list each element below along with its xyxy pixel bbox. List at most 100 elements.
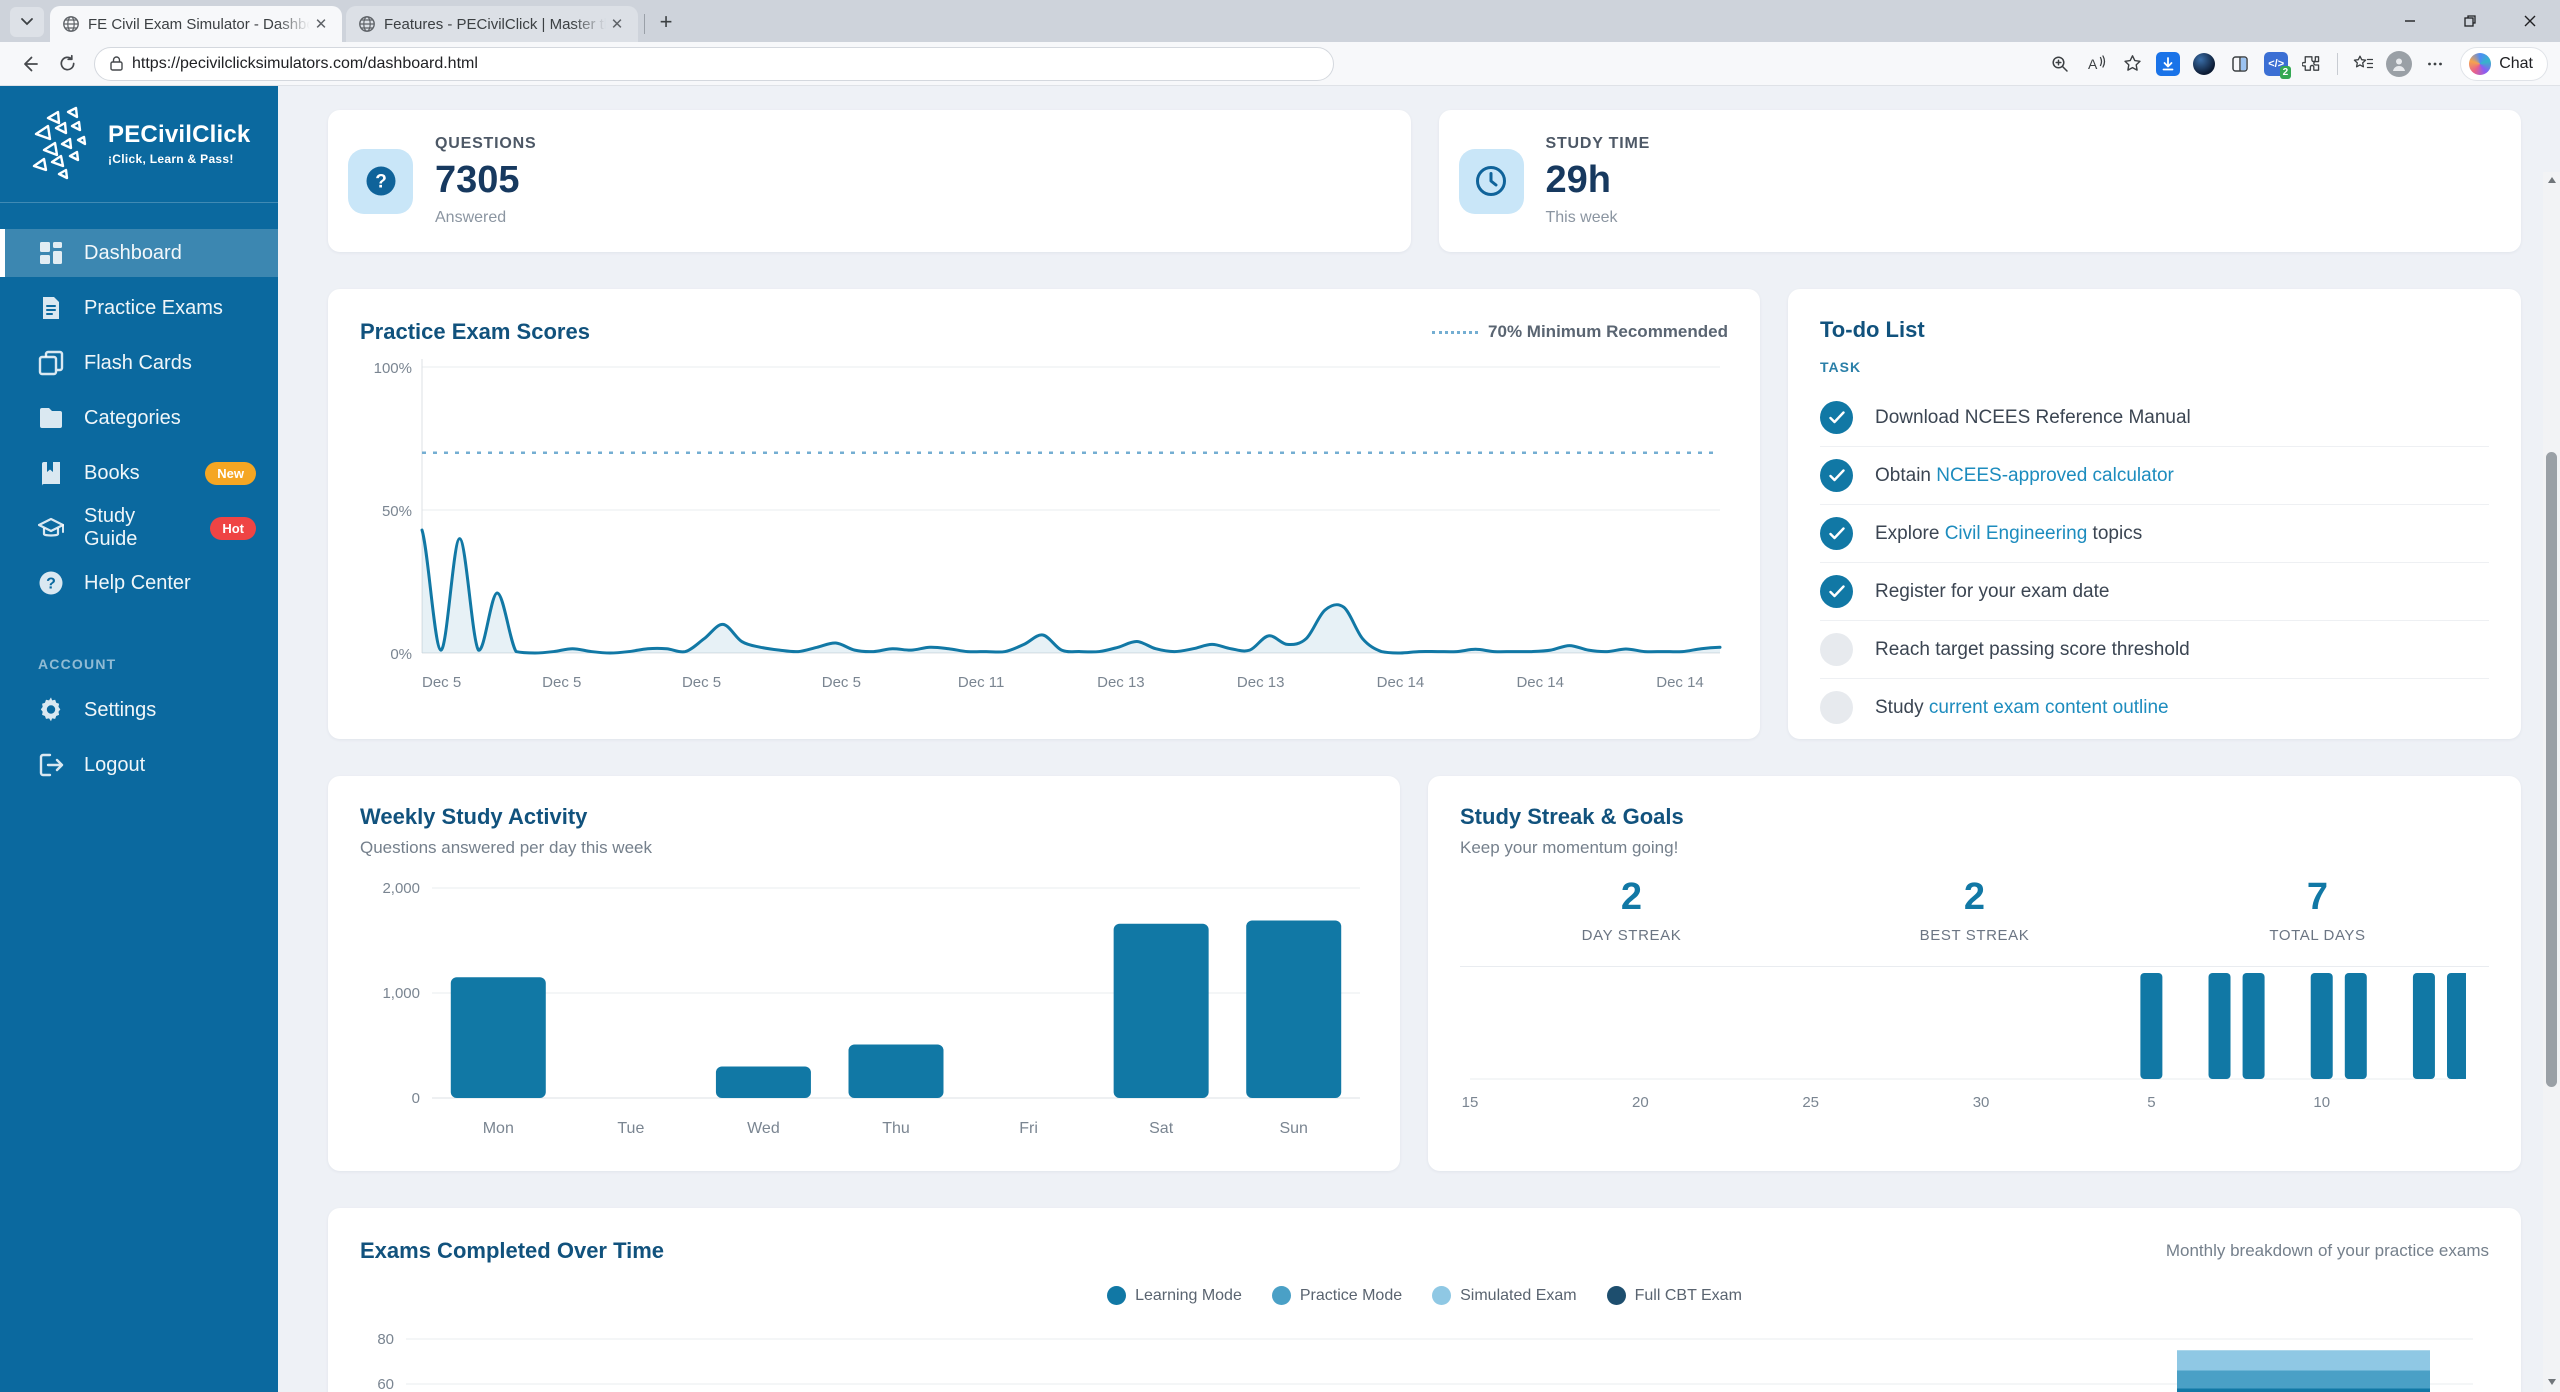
total-days-stat: 7 TOTAL DAYS xyxy=(2146,876,2489,944)
todo-item-text: Study current exam content outline xyxy=(1875,697,2169,719)
charts-row-2: Weekly Study Activity Questions answered… xyxy=(328,776,2521,1171)
todo-link[interactable]: Civil Engineering xyxy=(1944,522,2088,544)
chevron-down-icon xyxy=(21,18,33,26)
todo-rows: Download NCEES Reference Manual Obtain NC… xyxy=(1820,389,2489,736)
read-aloud-icon[interactable]: A xyxy=(2079,47,2113,81)
todo-item[interactable]: Register for your exam date xyxy=(1820,562,2489,620)
svg-text:Dec 5: Dec 5 xyxy=(682,674,721,691)
dev-extension-icon[interactable]: </> 2 xyxy=(2259,47,2293,81)
todo-text-segment: Study xyxy=(1875,696,1929,718)
svg-text:10: 10 xyxy=(2313,1094,2330,1111)
window-controls xyxy=(2380,0,2560,42)
back-button[interactable] xyxy=(12,47,46,81)
sidebar-item-study-guide[interactable]: Study Guide Hot xyxy=(0,504,278,552)
day-streak-label: DAY STREAK xyxy=(1581,927,1682,944)
practice-exam-scores-card: Practice Exam Scores 70% Minimum Recomme… xyxy=(328,289,1760,739)
stat-value: 7305 xyxy=(435,159,520,201)
svg-text:30: 30 xyxy=(1973,1094,1990,1111)
copilot-chat-button[interactable]: Chat xyxy=(2460,46,2548,81)
svg-text:15: 15 xyxy=(1462,1094,1479,1111)
todo-item-text: Obtain NCEES-approved calculator xyxy=(1875,465,2174,487)
main-content: ? QUESTIONS 7305 Answered STUDY TIME 29h xyxy=(278,86,2560,1392)
sidebar-item-categories[interactable]: Categories xyxy=(0,394,278,442)
svg-text:Dec 14: Dec 14 xyxy=(1516,674,1564,691)
todo-item[interactable]: Obtain NCEES-approved calculator xyxy=(1820,446,2489,504)
tab-features[interactable]: Features - PECivilClick | Master the ✕ xyxy=(346,6,638,42)
practice-scores-title: Practice Exam Scores xyxy=(360,319,590,344)
grad-cap-icon xyxy=(38,517,64,537)
checked-circle-icon[interactable] xyxy=(1820,459,1853,492)
todo-item[interactable]: Download NCEES Reference Manual xyxy=(1820,389,2489,446)
zoom-in-icon[interactable] xyxy=(2043,47,2077,81)
total-days-label: TOTAL DAYS xyxy=(2269,927,2366,944)
restore-button[interactable] xyxy=(2440,0,2500,42)
sidebar-badge-new: New xyxy=(205,461,256,485)
profile-avatar[interactable] xyxy=(2382,47,2416,81)
scroll-down-icon[interactable] xyxy=(2547,1374,2557,1390)
address-bar[interactable]: https://pecivilclicksimulators.com/dashb… xyxy=(94,46,1334,81)
svg-text:Sun: Sun xyxy=(1279,1120,1307,1137)
sidebar-item-help-center[interactable]: ? Help Center xyxy=(0,559,278,607)
day-streak-value: 2 xyxy=(1620,876,1643,918)
logout-icon xyxy=(39,753,64,777)
tab-dashboard[interactable]: FE Civil Exam Simulator - Dashboar ✕ xyxy=(50,6,342,42)
clock-icon xyxy=(1458,148,1524,214)
legend-item-practice-mode[interactable]: Practice Mode xyxy=(1271,1286,1402,1305)
checked-circle-icon[interactable] xyxy=(1820,575,1853,608)
stat-value: 29h xyxy=(1545,159,1611,201)
refresh-button[interactable] xyxy=(50,47,84,81)
account-section-label: ACCOUNT xyxy=(38,656,117,672)
legend-item-full-cbt-exam[interactable]: Full CBT Exam xyxy=(1606,1286,1742,1305)
charts-row-3: Exams Completed Over Time Monthly breakd… xyxy=(328,1208,2521,1392)
todo-link[interactable]: NCEES-approved calculator xyxy=(1936,464,2174,486)
sidebar-item-books[interactable]: Books New xyxy=(0,449,278,497)
brand-block[interactable]: PECivilClick ¡Click, Learn & Pass! xyxy=(0,86,278,203)
scrollbar-thumb[interactable] xyxy=(2546,452,2557,1087)
total-days-value: 7 xyxy=(2306,876,2329,918)
tab-close-icon[interactable]: ✕ xyxy=(314,16,328,33)
more-menu-icon[interactable] xyxy=(2418,47,2452,81)
stat-label: QUESTIONS xyxy=(435,135,537,152)
split-screen-icon[interactable] xyxy=(2223,47,2257,81)
sidebar-item-logout[interactable]: Logout xyxy=(0,741,278,789)
todo-item[interactable]: Study current exam content outline xyxy=(1820,678,2489,736)
svg-text:2,000: 2,000 xyxy=(382,880,420,897)
checked-circle-icon[interactable] xyxy=(1820,517,1853,550)
exams-over-time-chart: 80 60 xyxy=(377,1331,2473,1392)
book-icon xyxy=(42,462,60,486)
todo-link[interactable]: current exam content outline xyxy=(1928,696,2169,718)
sidebar-item-settings[interactable]: Settings xyxy=(0,686,278,734)
tab-search-button[interactable] xyxy=(10,7,44,37)
todo-item[interactable]: Reach target passing score threshold xyxy=(1820,620,2489,678)
document-icon xyxy=(43,297,59,319)
extension-badge: 2 xyxy=(2279,65,2292,79)
scroll-up-icon[interactable] xyxy=(2547,172,2557,188)
new-tab-button[interactable]: + xyxy=(659,9,673,34)
best-streak-stat: 2 BEST STREAK xyxy=(1803,876,2146,944)
legend-item-simulated-exam[interactable]: Simulated Exam xyxy=(1432,1286,1577,1305)
sidebar-item-flash-cards[interactable]: Flash Cards xyxy=(0,339,278,387)
legend-item-learning-mode[interactable]: Learning Mode xyxy=(1107,1286,1242,1305)
stat-card-questions: ? QUESTIONS 7305 Answered xyxy=(328,110,1411,252)
favorites-star-icon[interactable] xyxy=(2115,47,2149,81)
minimize-button[interactable] xyxy=(2380,0,2440,42)
svg-text:Sat: Sat xyxy=(1149,1120,1174,1137)
sidebar-item-label: Study Guide xyxy=(84,505,138,550)
svg-text:Dec 5: Dec 5 xyxy=(542,674,581,691)
close-window-button[interactable] xyxy=(2500,0,2560,42)
downloads-icon[interactable] xyxy=(2151,47,2185,81)
unchecked-circle-icon[interactable] xyxy=(1820,633,1853,666)
collections-icon[interactable] xyxy=(2346,47,2380,81)
tab-close-icon[interactable]: ✕ xyxy=(610,16,624,33)
page-scrollbar[interactable] xyxy=(2543,172,2560,1392)
checked-circle-icon[interactable] xyxy=(1820,401,1853,434)
todo-title: To-do List xyxy=(1820,317,1925,342)
unchecked-circle-icon[interactable] xyxy=(1820,691,1853,724)
threshold-legend: 70% Minimum Recommended xyxy=(1432,322,1728,342)
sidebar-item-dashboard[interactable]: Dashboard xyxy=(0,229,278,277)
extension-orb-icon[interactable] xyxy=(2187,47,2221,81)
todo-item[interactable]: Explore Civil Engineering topics xyxy=(1820,504,2489,562)
globe-icon xyxy=(359,16,375,32)
extensions-puzzle-icon[interactable] xyxy=(2295,47,2329,81)
sidebar-item-practice-exams[interactable]: Practice Exams xyxy=(0,284,278,332)
